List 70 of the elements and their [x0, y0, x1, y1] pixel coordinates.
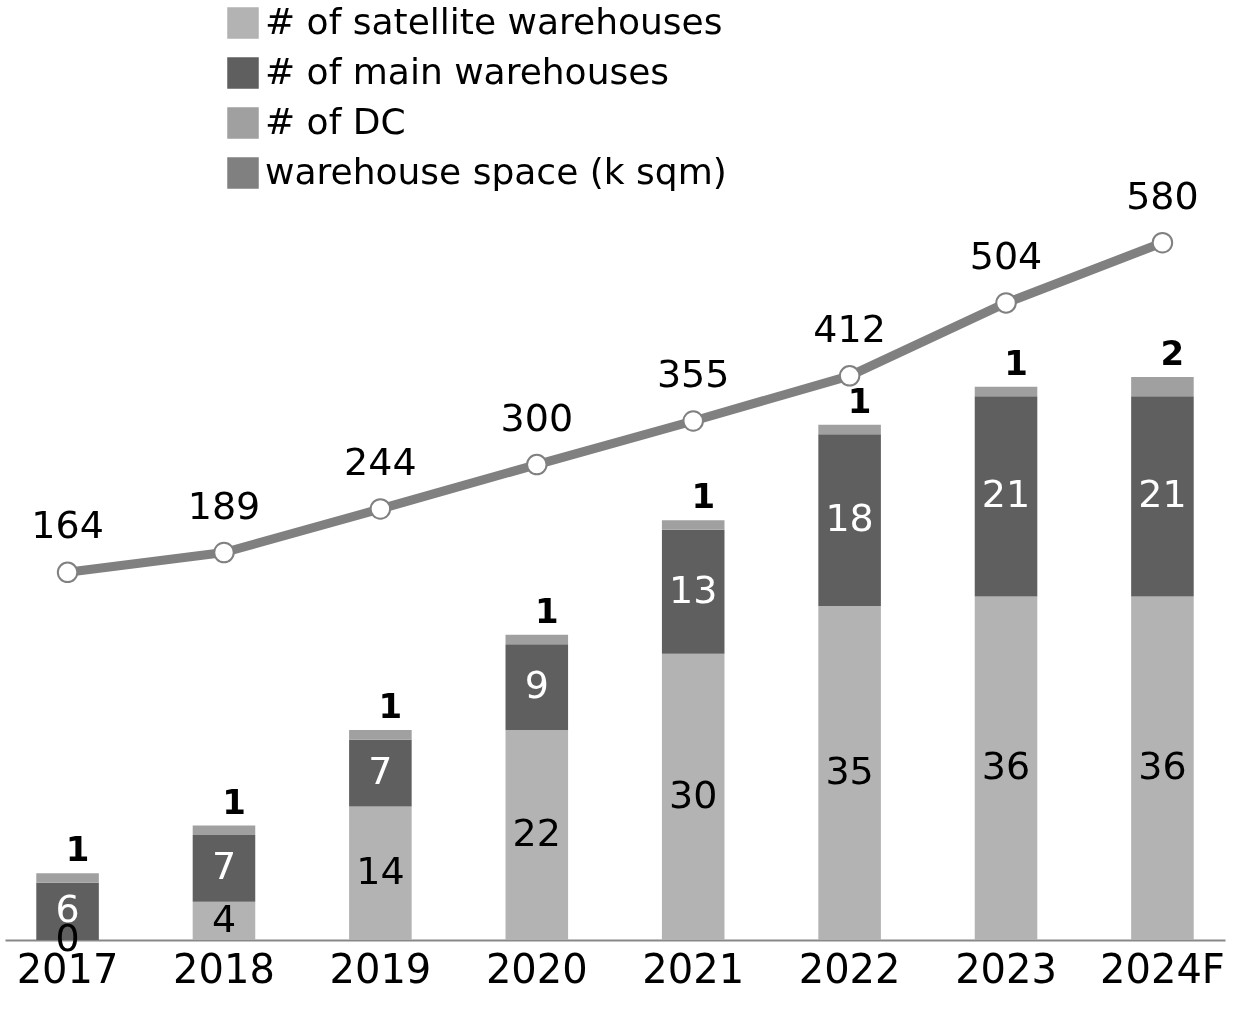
bar — [1131, 396, 1194, 597]
bar — [349, 739, 412, 807]
bar — [349, 730, 412, 740]
bar — [349, 806, 412, 940]
data-label: 300 — [500, 395, 574, 440]
point — [56, 561, 79, 584]
legend-label: # of main warehouses — [265, 51, 670, 92]
data-label: 4 — [211, 896, 237, 941]
data-label: 1 — [1004, 342, 1028, 383]
bar — [505, 644, 569, 731]
bar — [192, 825, 256, 836]
data-label: 580 — [1126, 173, 1199, 218]
x-tick-label: 2024F — [1100, 945, 1225, 992]
bar — [974, 596, 1038, 940]
data-label: 9 — [524, 663, 549, 708]
point — [838, 365, 861, 387]
bar — [818, 606, 881, 940]
data-label: 189 — [187, 483, 261, 528]
point — [995, 292, 1017, 314]
x-tick-label: 2019 — [329, 945, 432, 992]
bar — [818, 424, 881, 435]
bar — [974, 386, 1038, 397]
legend-label: # of DC — [265, 101, 406, 142]
data-label: 1 — [691, 476, 716, 517]
bar — [505, 730, 569, 940]
x-tick-label: 2021 — [642, 945, 745, 992]
data-label: 2 — [1160, 333, 1185, 374]
point — [1151, 231, 1174, 254]
data-label: 7 — [211, 844, 237, 889]
bar — [1131, 377, 1194, 397]
data-label: 164 — [31, 503, 104, 548]
data-label: 7 — [368, 749, 393, 794]
data-label: 21 — [1138, 472, 1187, 517]
bar — [661, 653, 725, 940]
point — [526, 453, 548, 476]
data-label: 14 — [356, 849, 405, 894]
data-label: 36 — [981, 744, 1031, 789]
data-label: 13 — [669, 567, 718, 612]
bar — [1131, 596, 1194, 940]
data-label: 412 — [813, 306, 886, 351]
data-label: 1 — [534, 590, 559, 631]
data-label: 1 — [378, 686, 403, 727]
data-label: 21 — [981, 472, 1031, 517]
x-tick-label: 2022 — [798, 945, 901, 992]
data-label: 244 — [344, 439, 417, 484]
data-label: 35 — [825, 749, 874, 794]
point — [369, 498, 392, 520]
x-tick-label: 2018 — [173, 945, 275, 992]
data-label: 355 — [656, 352, 730, 396]
point — [213, 541, 235, 564]
bar — [661, 529, 725, 654]
x-tick-label: 2020 — [485, 945, 588, 992]
bar — [818, 434, 881, 607]
bar — [661, 520, 725, 530]
x-tick-label: 2023 — [955, 945, 1057, 992]
data-label: 22 — [512, 811, 561, 856]
data-label: 18 — [825, 496, 874, 541]
data-label: 36 — [1138, 744, 1187, 789]
data-label: 1 — [65, 829, 90, 870]
data-label: 1 — [222, 781, 246, 822]
data-label: 1 — [847, 380, 872, 421]
bar — [505, 634, 569, 645]
bar — [974, 396, 1038, 597]
data-label: 504 — [969, 233, 1043, 278]
data-label: 30 — [669, 772, 718, 817]
bar — [192, 835, 256, 902]
bar — [36, 873, 99, 883]
legend-label: warehouse space (k sqm) — [265, 151, 727, 192]
legend-label: # of satellite warehouses — [265, 1, 723, 42]
point — [682, 410, 704, 432]
